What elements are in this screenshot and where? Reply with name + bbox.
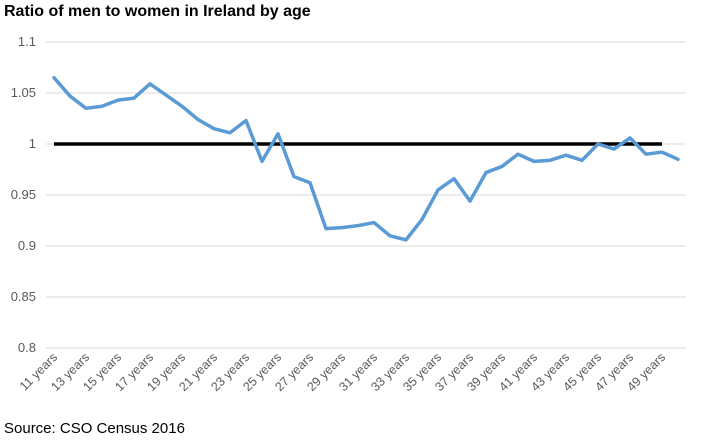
y-tick-label: 0.8 bbox=[18, 340, 36, 355]
gridlines bbox=[46, 41, 686, 349]
chart-title: Ratio of men to women in Ireland by age bbox=[4, 3, 311, 20]
y-tick-label: 1.05 bbox=[11, 85, 36, 100]
y-tick-label: 0.9 bbox=[18, 238, 36, 253]
y-tick-label: 0.95 bbox=[11, 187, 36, 202]
series-group bbox=[52, 75, 680, 242]
series-line bbox=[52, 75, 680, 242]
y-tick-label: 0.85 bbox=[11, 289, 36, 304]
source-note: Source: CSO Census 2016 bbox=[4, 420, 185, 437]
y-tick-label: 1 bbox=[29, 136, 36, 151]
y-axis-tick-labels: 0.8 0.85 0.9 0.95 1 1.05 1.1 bbox=[11, 34, 36, 355]
y-tick-label: 1.1 bbox=[18, 34, 36, 49]
